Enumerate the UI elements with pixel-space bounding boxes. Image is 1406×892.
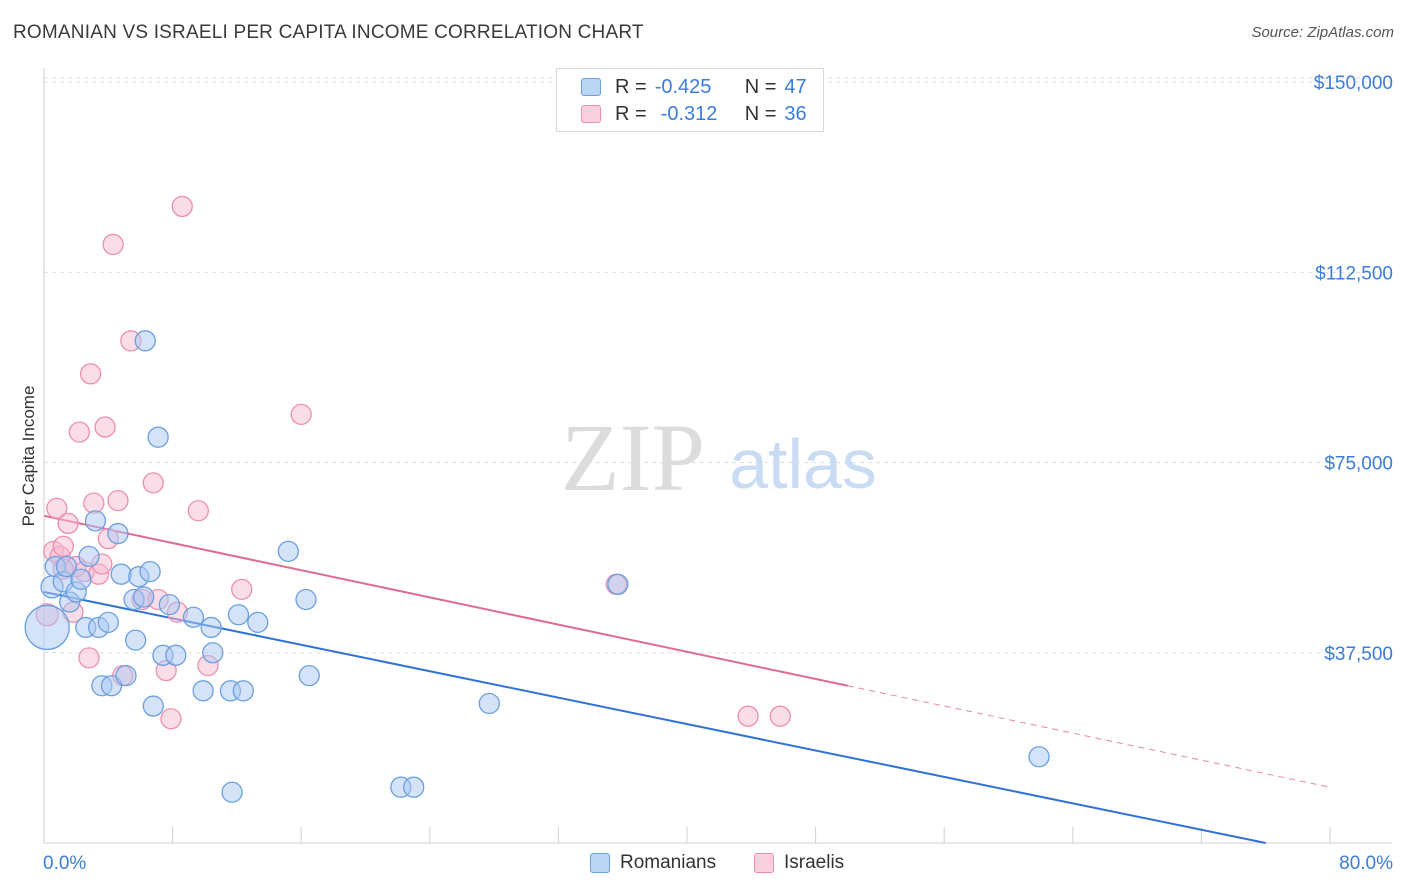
romanians-point	[100, 675, 123, 697]
romanians-point	[24, 604, 70, 651]
romanians-point	[295, 588, 317, 611]
x-tick-min: 0.0%	[43, 853, 86, 874]
y-tick-label: $150,000	[1314, 73, 1393, 94]
romanians-point	[84, 510, 107, 532]
israelis-point	[171, 195, 193, 218]
israelis-trend-extension	[847, 685, 1331, 788]
watermark: ZIP atlas	[561, 404, 877, 511]
romanians-point	[133, 586, 155, 608]
israelis-point	[52, 535, 74, 557]
romanians-point	[607, 573, 629, 595]
axes	[43, 68, 1392, 844]
gridlines	[44, 77, 1392, 654]
israelis-point	[79, 363, 102, 385]
romanians-point	[124, 629, 147, 651]
legend-item-romanians[interactable]: Romanians	[590, 852, 716, 874]
israelis-r-label: R =	[615, 102, 647, 125]
israelis-point	[187, 500, 209, 522]
watermark-zip: ZIP	[561, 404, 705, 511]
israelis-legend-label: Israelis	[784, 852, 845, 873]
source-label: Source: ZipAtlas.com	[1251, 24, 1394, 41]
romanians-point	[478, 692, 500, 715]
israelis-point	[737, 705, 759, 727]
israelis-point	[46, 497, 68, 519]
legend-item-israelis[interactable]: Israelis	[754, 852, 844, 874]
romanians-point	[192, 680, 214, 702]
romanians-point	[247, 611, 269, 634]
romanians-point	[403, 776, 425, 798]
israelis-point	[102, 233, 124, 256]
romanians-point	[78, 545, 100, 568]
israelis-swatch	[581, 105, 601, 123]
romanians-point	[142, 695, 164, 717]
romanians-point	[147, 426, 169, 448]
romanians-point	[70, 568, 92, 590]
y-tick-label: $112,500	[1315, 263, 1393, 284]
romanians-point	[221, 781, 243, 803]
israelis-point	[231, 578, 253, 601]
romanians-point	[200, 616, 222, 639]
romanians-points	[24, 330, 1050, 803]
romanians-point	[1028, 746, 1050, 768]
romanians-point	[165, 644, 187, 666]
romanians-legend-label: Romanians	[620, 852, 717, 873]
watermark-atlas: atlas	[729, 425, 877, 503]
romanians-n-value: 47	[784, 75, 807, 98]
y-axis-label: Per Capita Income	[19, 386, 38, 527]
romanians-point	[232, 680, 254, 702]
romanians-n-label: N =	[744, 75, 777, 98]
israelis-legend-swatch	[754, 853, 774, 873]
romanians-r-value: -0.425	[654, 75, 712, 98]
chart-title: ROMANIAN VS ISRAELI PER CAPITA INCOME CO…	[13, 22, 644, 43]
correlation-legend: R = -0.425 N = 47 R = -0.312 N = 36	[556, 68, 824, 132]
romanians-legend-swatch	[590, 853, 610, 873]
romanians-point	[227, 604, 250, 626]
y-tick-labels: $37,500 $75,000 $112,500 $150,000	[1314, 73, 1393, 665]
romanians-point	[202, 642, 224, 664]
israelis-point	[142, 472, 164, 494]
series-legend: Romanians Israelis	[0, 852, 1406, 878]
israelis-point	[94, 416, 116, 438]
romanians-point	[115, 664, 137, 687]
trend-lines	[43, 514, 1331, 844]
israelis-point	[290, 403, 312, 426]
legend-row-israelis: R = -0.312 N = 36	[581, 102, 807, 126]
romanians-r-label: R =	[615, 75, 647, 98]
romanians-trend-line	[43, 590, 1266, 844]
israelis-n-value: 36	[784, 102, 807, 125]
romanians-point	[134, 330, 156, 352]
romanians-point	[182, 606, 205, 628]
israelis-point	[78, 647, 100, 669]
romanians-point	[158, 593, 181, 616]
x-tick-max: 80.0%	[1339, 853, 1393, 874]
israelis-point	[83, 492, 105, 514]
israelis-point	[107, 489, 129, 512]
romanians-point	[277, 540, 299, 562]
romanians-point	[107, 522, 129, 545]
romanians-point	[298, 664, 320, 687]
romanians-swatch	[581, 78, 601, 96]
romanians-point	[110, 563, 132, 585]
israelis-r-value: -0.312	[660, 102, 718, 125]
romanians-point	[139, 560, 161, 583]
romanians-point	[97, 611, 119, 634]
israelis-n-label: N =	[744, 102, 777, 125]
israelis-point	[160, 708, 182, 730]
y-tick-label: $37,500	[1324, 644, 1393, 665]
romanians-point	[55, 555, 78, 578]
y-tick-label: $75,000	[1324, 454, 1393, 475]
israelis-point	[769, 705, 791, 727]
legend-row-romanians: R = -0.425 N = 47	[581, 75, 807, 99]
israelis-point	[57, 512, 79, 535]
israelis-trend-line	[43, 514, 848, 687]
israelis-point	[68, 421, 91, 443]
